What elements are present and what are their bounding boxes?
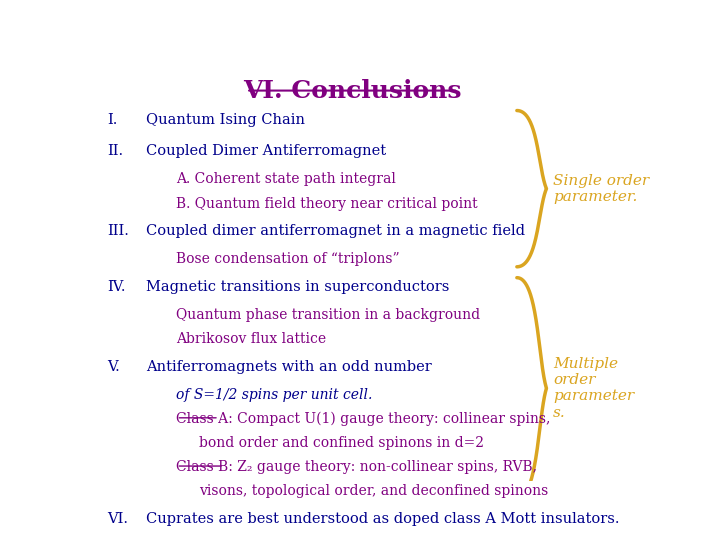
Text: bond order and confined spinons in d=2: bond order and confined spinons in d=2 — [199, 436, 484, 450]
Text: Multiple
order
parameter
s.: Multiple order parameter s. — [553, 357, 634, 420]
Text: Cuprates are best understood as doped class A Mott insulators.: Cuprates are best understood as doped cl… — [145, 512, 619, 526]
Text: III.: III. — [107, 224, 129, 238]
Text: B. Quantum field theory near critical point: B. Quantum field theory near critical po… — [176, 197, 478, 211]
Text: Coupled dimer antiferromagnet in a magnetic field: Coupled dimer antiferromagnet in a magne… — [145, 224, 525, 238]
Text: IV.: IV. — [107, 280, 125, 294]
Text: I.: I. — [107, 113, 117, 126]
Text: visons, topological order, and deconfined spinons: visons, topological order, and deconfine… — [199, 484, 548, 498]
Text: Class A: Compact U(1) gauge theory: collinear spins,: Class A: Compact U(1) gauge theory: coll… — [176, 412, 551, 427]
Text: Abrikosov flux lattice: Abrikosov flux lattice — [176, 332, 327, 346]
Text: Class B: Z₂ gauge theory: non-collinear spins, RVB,: Class B: Z₂ gauge theory: non-collinear … — [176, 460, 538, 474]
Text: Quantum phase transition in a background: Quantum phase transition in a background — [176, 308, 481, 322]
Text: A. Coherent state path integral: A. Coherent state path integral — [176, 172, 397, 186]
Text: Antiferromagnets with an odd number: Antiferromagnets with an odd number — [145, 360, 431, 374]
Text: VI.: VI. — [107, 512, 127, 526]
Text: of S=1/2 spins per unit cell.: of S=1/2 spins per unit cell. — [176, 388, 373, 402]
Text: II.: II. — [107, 144, 123, 158]
Text: Quantum Ising Chain: Quantum Ising Chain — [145, 113, 305, 126]
Text: Bose condensation of “triplons”: Bose condensation of “triplons” — [176, 252, 400, 266]
Text: VI. Conclusions: VI. Conclusions — [243, 79, 462, 103]
Text: Magnetic transitions in superconductors: Magnetic transitions in superconductors — [145, 280, 449, 294]
Text: Coupled Dimer Antiferromagnet: Coupled Dimer Antiferromagnet — [145, 144, 386, 158]
Text: V.: V. — [107, 360, 120, 374]
Text: Single order
parameter.: Single order parameter. — [553, 173, 649, 204]
